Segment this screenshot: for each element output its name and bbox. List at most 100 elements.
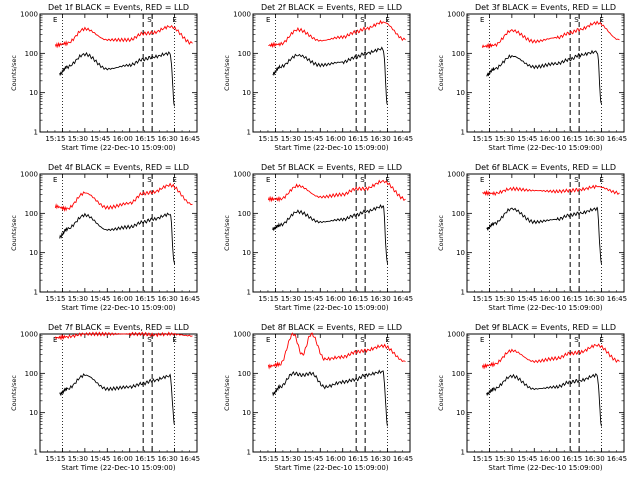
x-tick-label: 15:45 (517, 135, 537, 143)
y-tick-label: 1 (247, 449, 251, 457)
x-tick-label: 15:30 (281, 455, 301, 463)
plot-frame (466, 13, 625, 133)
chart-title: Det 6f BLACK = Events, RED = LLD (475, 163, 616, 172)
x-tick-label: 16:15 (562, 295, 582, 303)
y-tick-label: 1 (247, 289, 251, 297)
plot-frame (466, 173, 625, 293)
x-tick-label: 16:15 (348, 455, 368, 463)
x-tick-label: 16:15 (562, 455, 582, 463)
y-tick-label: 1000 (447, 331, 465, 339)
lld-series-line (482, 184, 620, 197)
x-tick-label: 15:30 (495, 295, 515, 303)
lld-series-line (267, 179, 406, 203)
x-tick-label: 15:15 (45, 455, 65, 463)
x-tick-label: 16:45 (607, 295, 627, 303)
event-marker: E (172, 16, 176, 24)
x-tick-label: 16:15 (135, 295, 155, 303)
x-tick-label: 15:15 (258, 135, 278, 143)
plot-frame (252, 173, 411, 293)
x-tick-label: 15:30 (68, 295, 88, 303)
y-tick-label: 1000 (20, 331, 38, 339)
x-tick-label: 16:45 (607, 455, 627, 463)
event-marker: E (599, 176, 603, 184)
y-tick-label: 1000 (447, 171, 465, 179)
events-series-line (59, 212, 176, 265)
x-tick-label: 16:30 (370, 455, 390, 463)
x-tick-label: 15:30 (281, 135, 301, 143)
y-tick-label: 100 (238, 370, 251, 378)
y-tick-label: 100 (25, 370, 38, 378)
x-tick-label: 15:15 (45, 295, 65, 303)
events-series-line (486, 206, 603, 265)
chart-panel-6: Det 6f BLACK = Events, RED = LLD 1 10 100 10… (437, 163, 627, 312)
event-marker: E (266, 336, 270, 344)
lld-series-line (54, 24, 193, 49)
y-axis-label: Counts/sec (437, 375, 445, 411)
event-marker: S (147, 336, 152, 344)
chart-title: Det 8f BLACK = Events, RED = LLD (261, 323, 402, 332)
y-tick-label: 10 (29, 409, 38, 417)
event-marker: E (480, 16, 484, 24)
y-tick-label: 1000 (20, 171, 38, 179)
x-tick-label: 16:30 (584, 295, 604, 303)
lld-series-line (267, 332, 406, 370)
event-marker: E (385, 336, 389, 344)
events-series-line (272, 204, 389, 265)
lld-series-line (268, 19, 406, 49)
x-axis-label: Start Time (22-Dec-10 15:09:00) (488, 464, 602, 472)
y-tick-label: 1 (34, 289, 38, 297)
x-tick-label: 16:15 (135, 135, 155, 143)
chart-panel-9: Det 9f BLACK = Events, RED = LLD 1 10 100 10… (437, 323, 627, 472)
event-marker: E (266, 176, 270, 184)
x-tick-label: 16:45 (393, 135, 413, 143)
y-tick-label: 1 (461, 289, 465, 297)
chart-panel-2: Det 2f BLACK = Events, RED = LLD 1 10 100 10… (223, 3, 413, 152)
event-marker: S (147, 176, 152, 184)
event-marker: E (599, 336, 603, 344)
x-tick-label: 15:30 (495, 135, 515, 143)
event-marker: E (385, 16, 389, 24)
plot-frame (252, 333, 411, 453)
chart-panel-1: Det 1f BLACK = Events, RED = LLD 1 10 100 10… (10, 3, 200, 152)
x-tick-label: 15:30 (68, 135, 88, 143)
events-series-line (486, 373, 603, 428)
y-tick-label: 100 (452, 210, 465, 218)
x-tick-label: 15:15 (472, 455, 492, 463)
y-tick-label: 10 (242, 249, 251, 257)
x-tick-label: 15:45 (90, 135, 110, 143)
event-marker: E (53, 176, 57, 184)
chart-panel-5: Det 5f BLACK = Events, RED = LLD 1 10 100 10… (223, 163, 413, 312)
x-tick-label: 16:00 (540, 455, 560, 463)
x-tick-label: 16:30 (370, 295, 390, 303)
x-tick-label: 16:45 (607, 135, 627, 143)
y-tick-label: 1 (461, 129, 465, 137)
x-tick-label: 15:45 (303, 295, 323, 303)
x-tick-label: 16:30 (584, 135, 604, 143)
event-marker: E (266, 16, 270, 24)
x-tick-label: 16:15 (348, 135, 368, 143)
y-tick-label: 1000 (233, 331, 251, 339)
y-axis-label: Counts/sec (10, 55, 18, 91)
x-tick-label: 15:15 (258, 455, 278, 463)
x-axis-label: Start Time (22-Dec-10 15:09:00) (488, 304, 602, 312)
lld-series-line (481, 20, 620, 49)
plot-frame (39, 173, 198, 293)
plot-frame (39, 13, 198, 133)
x-axis-label: Start Time (22-Dec-10 15:09:00) (61, 144, 175, 152)
event-marker: S (360, 16, 365, 24)
x-tick-label: 16:00 (540, 135, 560, 143)
y-tick-label: 1000 (233, 171, 251, 179)
event-marker: S (360, 336, 365, 344)
plot-frame (466, 333, 625, 453)
x-tick-label: 16:00 (113, 135, 133, 143)
chart-panel-3: Det 3f BLACK = Events, RED = LLD 1 10 100 10… (437, 3, 627, 152)
x-axis-label: Start Time (22-Dec-10 15:09:00) (274, 144, 388, 152)
x-tick-label: 15:45 (90, 295, 110, 303)
x-tick-label: 16:45 (393, 455, 413, 463)
x-tick-label: 16:00 (326, 135, 346, 143)
x-tick-label: 16:45 (393, 295, 413, 303)
x-tick-label: 15:45 (517, 295, 537, 303)
chart-title: Det 1f BLACK = Events, RED = LLD (48, 3, 189, 12)
chart-title: Det 3f BLACK = Events, RED = LLD (475, 3, 616, 12)
x-axis-label: Start Time (22-Dec-10 15:09:00) (274, 304, 388, 312)
